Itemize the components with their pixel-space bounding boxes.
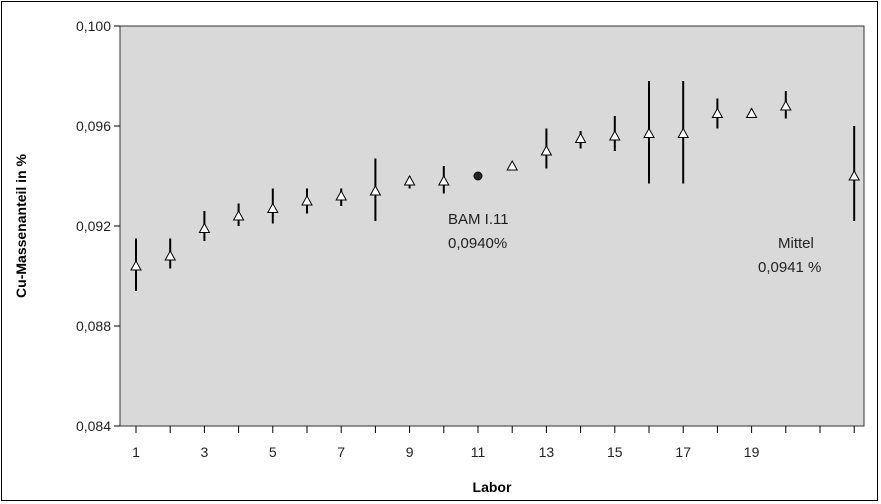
x-tick-label: 11 — [471, 444, 486, 460]
y-tick-label: 0,088 — [76, 318, 111, 334]
reference-label-name: BAM I.11 — [448, 211, 509, 228]
data-point — [403, 174, 416, 186]
y-tick-label: 0,092 — [76, 218, 111, 234]
data-point — [301, 194, 313, 206]
data-point — [369, 184, 382, 196]
x-axis-title: Labor — [473, 479, 512, 495]
x-tick-label: 3 — [201, 444, 209, 460]
x-tick-label: 17 — [675, 444, 691, 460]
data-point — [506, 159, 519, 171]
mean-point — [848, 169, 861, 181]
data-point — [608, 129, 621, 141]
y-axis-title: Cu-Massenanteil in % — [13, 153, 29, 297]
x-axis-ticks: 1 3 5 7 9 11 13 15 17 19 — [132, 426, 855, 460]
mean-label-name: Mittel — [778, 235, 814, 252]
data-point — [711, 107, 724, 118]
data-marks — [130, 81, 861, 291]
data-point — [779, 99, 792, 111]
x-tick-label: 7 — [337, 444, 345, 460]
mean-label-value: 0,0941 % — [758, 259, 821, 276]
y-tick-label: 0,084 — [76, 418, 111, 434]
x-tick-label: 19 — [744, 444, 760, 460]
y-tick-label: 0,100 — [76, 18, 111, 34]
x-tick-label: 13 — [539, 444, 555, 460]
data-point — [574, 132, 587, 143]
y-tick-label: 0,096 — [76, 118, 111, 134]
reference-point — [473, 171, 483, 181]
x-tick-label: 9 — [406, 444, 414, 460]
x-tick-label: 1 — [132, 444, 140, 460]
data-point — [335, 189, 348, 201]
data-point — [130, 259, 142, 271]
x-tick-label: 5 — [269, 444, 277, 460]
data-point — [643, 127, 655, 138]
data-point — [437, 174, 450, 186]
data-point — [677, 127, 690, 138]
data-point — [266, 202, 279, 213]
data-point — [198, 222, 211, 233]
reference-label-value: 0,0940% — [448, 235, 507, 252]
y-axis-ticks: 0,100 0,096 0,092 0,088 0,084 — [76, 18, 120, 434]
x-tick-label: 15 — [607, 444, 623, 460]
data-point — [232, 209, 245, 221]
plot-area — [119, 25, 865, 427]
data-point — [745, 107, 758, 118]
data-point — [540, 144, 553, 156]
data-point — [164, 249, 177, 261]
